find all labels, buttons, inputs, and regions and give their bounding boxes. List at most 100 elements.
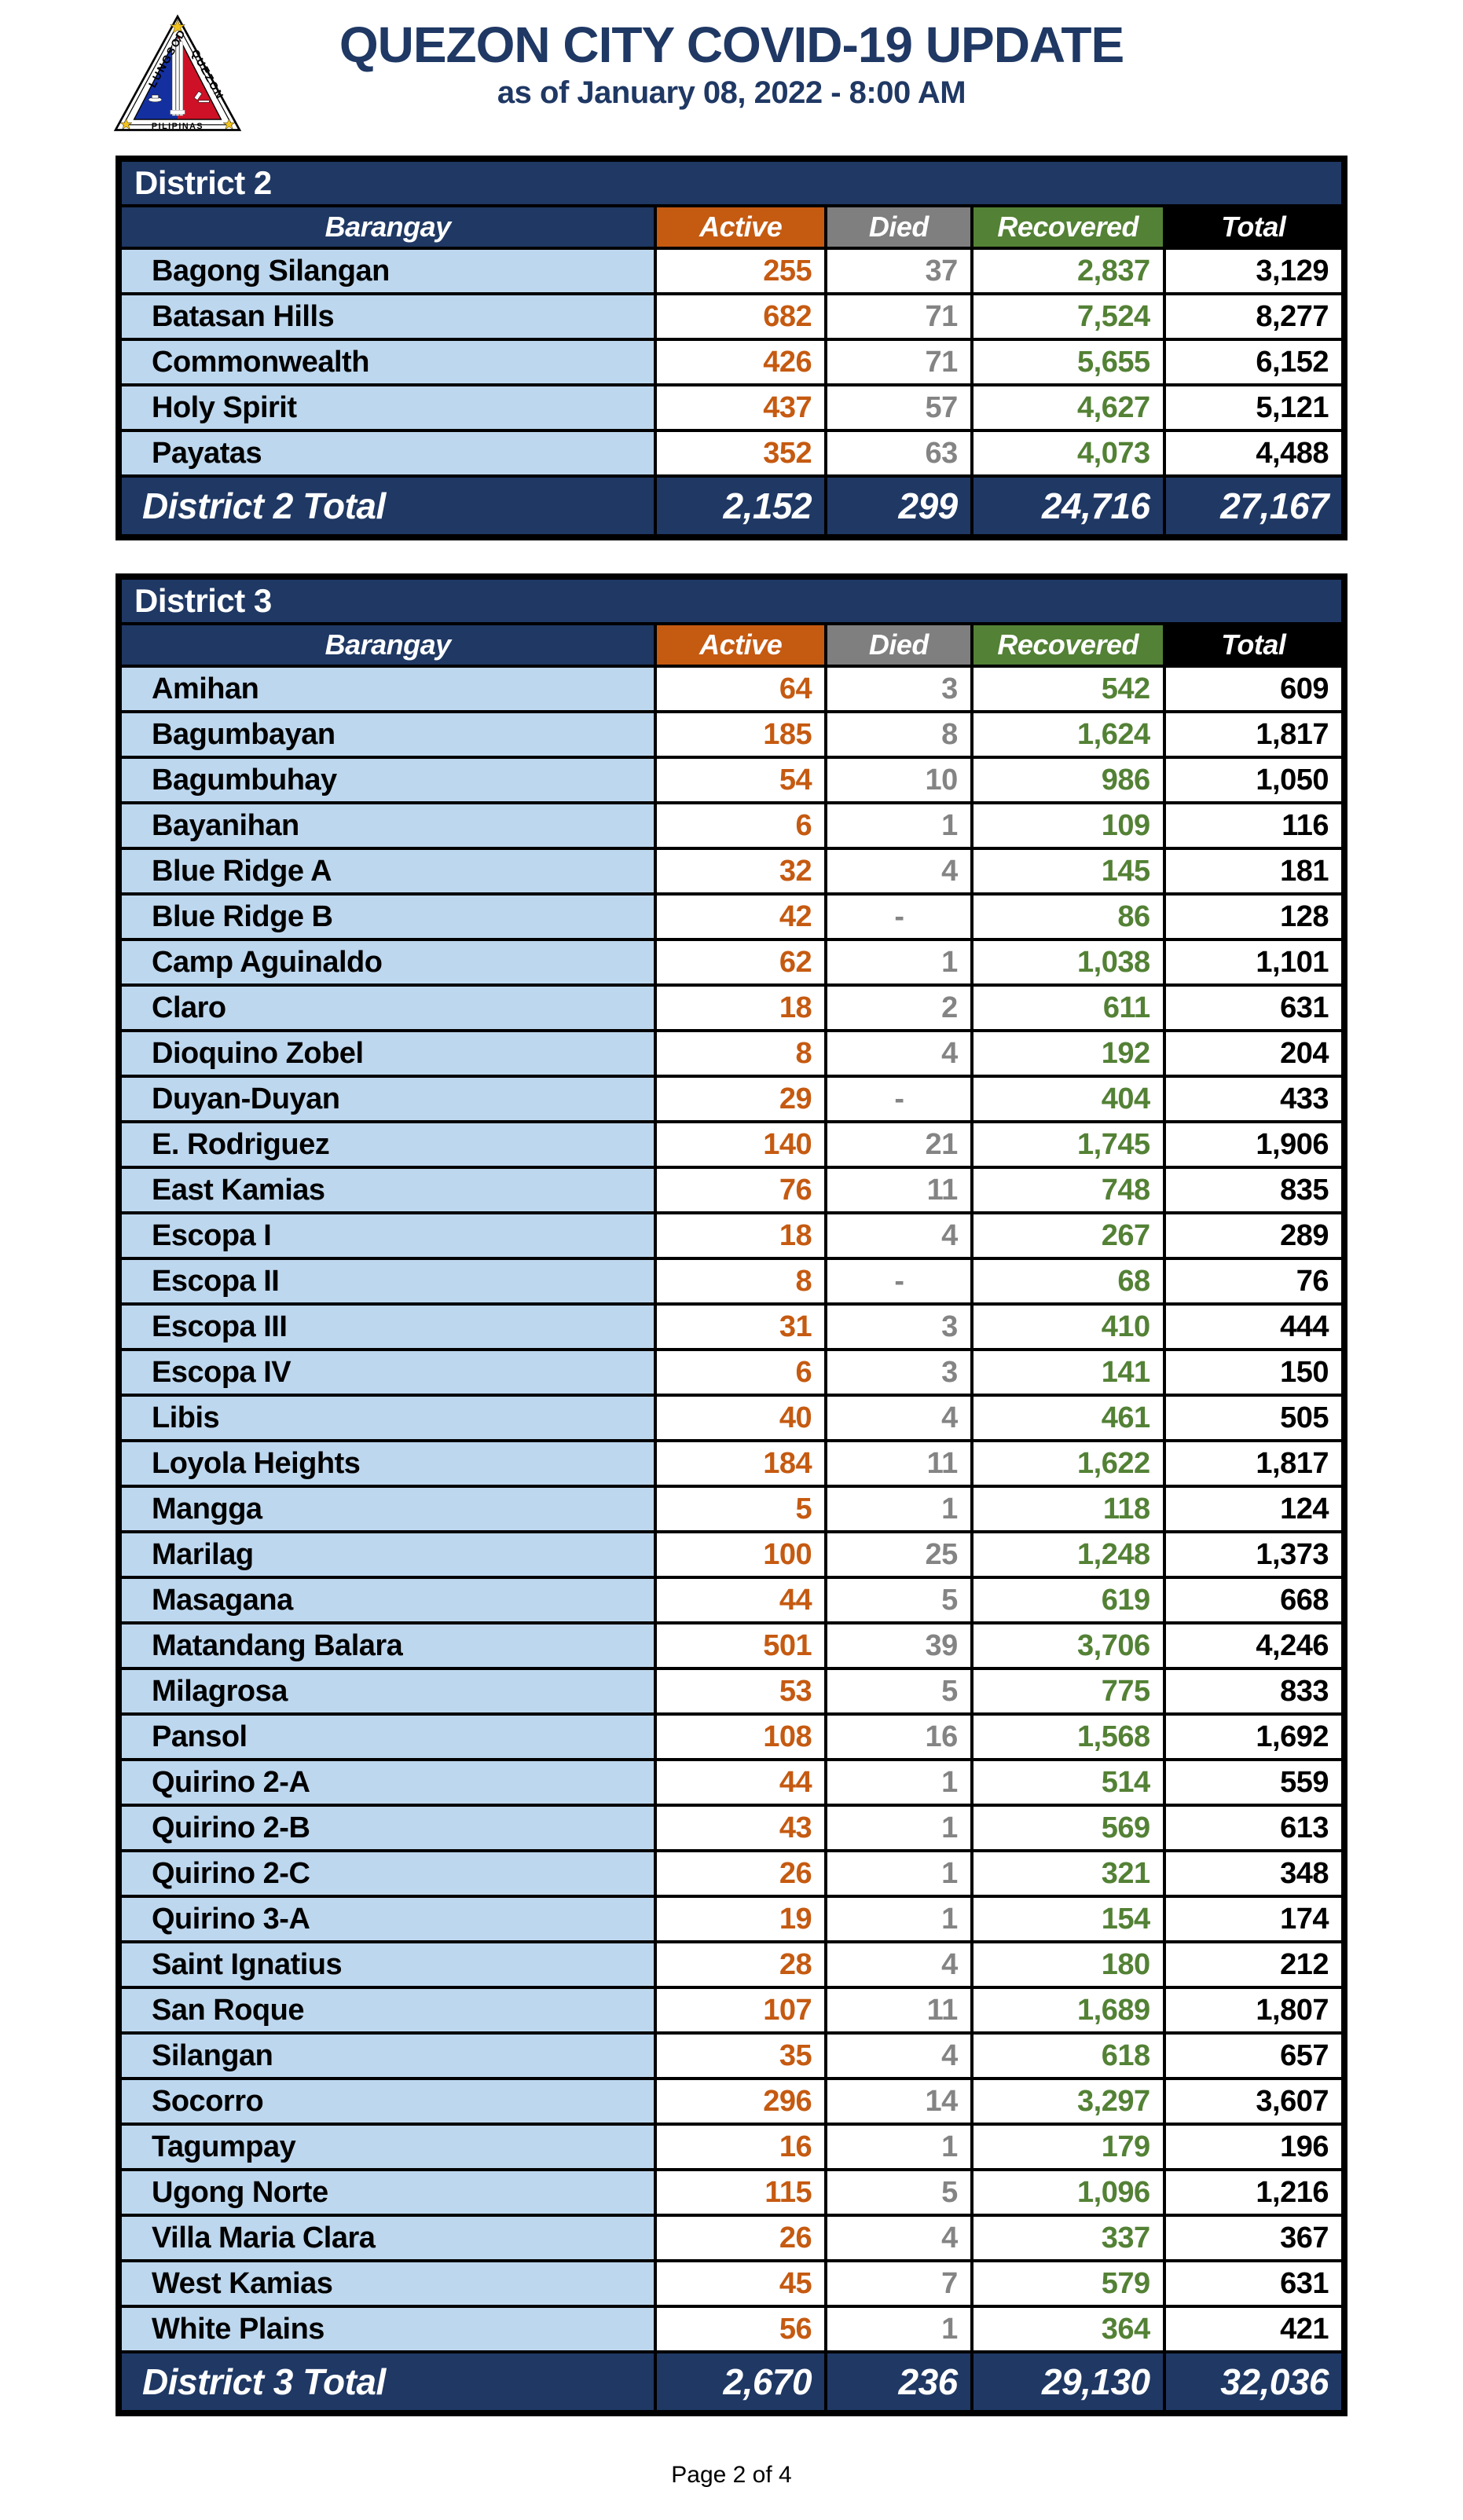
recovered-cell: 118 <box>970 1485 1166 1533</box>
recovered-cell: 321 <box>970 1849 1166 1898</box>
barangay-cell: Amihan <box>116 665 658 713</box>
recovered-cell: 364 <box>970 2305 1166 2353</box>
table-row: East Kamias 76 11 748 835 <box>116 1166 1347 1214</box>
active-cell: 26 <box>654 1849 828 1898</box>
barangay-cell: White Plains <box>116 2305 658 2353</box>
total-cell: 6,152 <box>1162 338 1347 386</box>
table-row: Villa Maria Clara 26 4 337 367 <box>116 2214 1347 2262</box>
table-row: Camp Aguinaldo 62 1 1,038 1,101 <box>116 938 1347 987</box>
table-row: White Plains 56 1 364 421 <box>116 2305 1347 2353</box>
table-row: Silangan 35 4 618 657 <box>116 2031 1347 2080</box>
active-cell: 296 <box>654 2077 828 2126</box>
total-cell: 833 <box>1162 1667 1347 1716</box>
table-row: E. Rodriguez 140 21 1,745 1,906 <box>116 1120 1347 1169</box>
total-cell: 444 <box>1162 1302 1347 1351</box>
active-cell: 100 <box>654 1530 828 1579</box>
total-cell: 1,692 <box>1162 1712 1347 1761</box>
table-row: Quirino 2-C 26 1 321 348 <box>116 1849 1347 1898</box>
active-cell: 437 <box>654 383 828 432</box>
total-cell: 348 <box>1162 1849 1347 1898</box>
district2-total-recovered: 24,716 <box>970 474 1166 539</box>
died-cell: 5 <box>824 1667 974 1716</box>
table-row: Payatas 352 63 4,073 4,488 <box>116 429 1347 478</box>
died-cell: 3 <box>824 1348 974 1397</box>
table-row: Marilag 100 25 1,248 1,373 <box>116 1530 1347 1579</box>
died-cell: 37 <box>824 247 974 295</box>
active-cell: 8 <box>654 1029 828 1078</box>
district3-table: District 3 Barangay Active Died Recovere… <box>116 573 1348 2416</box>
total-cell: 631 <box>1162 2259 1347 2308</box>
recovered-cell: 404 <box>970 1075 1166 1123</box>
barangay-cell: Marilag <box>116 1530 658 1579</box>
table-row: Commonwealth 426 71 5,655 6,152 <box>116 338 1347 386</box>
active-cell: 185 <box>654 710 828 759</box>
district3-total-label: District 3 Total <box>116 2350 658 2415</box>
recovered-cell: 619 <box>970 1576 1166 1624</box>
active-cell: 184 <box>654 1439 828 1488</box>
table-row: Pansol 108 16 1,568 1,692 <box>116 1712 1347 1761</box>
column-header-recovered: Recovered <box>970 204 1166 250</box>
page-number: Page 2 of 4 <box>671 2462 792 2488</box>
table-row: Bagong Silangan 255 37 2,837 3,129 <box>116 247 1347 295</box>
recovered-cell: 1,038 <box>970 938 1166 987</box>
table-row: Quirino 2-B 43 1 569 613 <box>116 1804 1347 1852</box>
died-cell: 21 <box>824 1120 974 1169</box>
active-cell: 352 <box>654 429 828 478</box>
table-row: Loyola Heights 184 11 1,622 1,817 <box>116 1439 1347 1488</box>
died-cell: 11 <box>824 1986 974 2035</box>
died-cell: 71 <box>824 292 974 341</box>
active-cell: 26 <box>654 2214 828 2262</box>
died-cell: 57 <box>824 383 974 432</box>
active-cell: 28 <box>654 1940 828 1989</box>
active-cell: 8 <box>654 1257 828 1306</box>
barangay-cell: Pansol <box>116 1712 658 1761</box>
barangay-cell: Milagrosa <box>116 1667 658 1716</box>
table-row: Bagumbuhay 54 10 986 1,050 <box>116 756 1347 804</box>
table-row: Quirino 2-A 44 1 514 559 <box>116 1758 1347 1807</box>
barangay-cell: Socorro <box>116 2077 658 2126</box>
died-cell: 4 <box>824 1029 974 1078</box>
total-cell: 668 <box>1162 1576 1347 1624</box>
total-cell: 1,216 <box>1162 2168 1347 2217</box>
total-cell: 116 <box>1162 801 1347 850</box>
recovered-cell: 154 <box>970 1895 1166 1943</box>
column-header-total: Total <box>1162 622 1347 668</box>
died-cell: 3 <box>824 1302 974 1351</box>
active-cell: 107 <box>654 1986 828 2035</box>
total-cell: 4,246 <box>1162 1621 1347 1670</box>
active-cell: 40 <box>654 1394 828 1442</box>
recovered-cell: 267 <box>970 1211 1166 1260</box>
barangay-cell: Ugong Norte <box>116 2168 658 2217</box>
barangay-cell: Camp Aguinaldo <box>116 938 658 987</box>
total-cell: 1,050 <box>1162 756 1347 804</box>
died-cell: 10 <box>824 756 974 804</box>
died-cell: 3 <box>824 665 974 713</box>
barangay-cell: Bayanihan <box>116 801 658 850</box>
recovered-cell: 1,248 <box>970 1530 1166 1579</box>
recovered-cell: 569 <box>970 1804 1166 1852</box>
document-header: LUNGSOD QUEZON PILIPINAS QUEZON CITY COV… <box>0 0 1463 156</box>
died-cell: 1 <box>824 1485 974 1533</box>
total-cell: 3,129 <box>1162 247 1347 295</box>
active-cell: 42 <box>654 892 828 941</box>
table-row: Batasan Hills 682 71 7,524 8,277 <box>116 292 1347 341</box>
barangay-cell: Escopa II <box>116 1257 658 1306</box>
total-cell: 8,277 <box>1162 292 1347 341</box>
died-cell: 4 <box>824 2214 974 2262</box>
active-cell: 45 <box>654 2259 828 2308</box>
died-cell: 1 <box>824 1849 974 1898</box>
recovered-cell: 68 <box>970 1257 1166 1306</box>
barangay-cell: Blue Ridge B <box>116 892 658 941</box>
total-cell: 289 <box>1162 1211 1347 1260</box>
barangay-cell: Commonwealth <box>116 338 658 386</box>
died-cell: - <box>824 1075 974 1123</box>
recovered-cell: 775 <box>970 1667 1166 1716</box>
total-cell: 128 <box>1162 892 1347 941</box>
barangay-cell: Quirino 2-C <box>116 1849 658 1898</box>
died-cell: 16 <box>824 1712 974 1761</box>
table-row: Socorro 296 14 3,297 3,607 <box>116 2077 1347 2126</box>
table-row: Dioquino Zobel 8 4 192 204 <box>116 1029 1347 1078</box>
died-cell: 1 <box>824 1895 974 1943</box>
died-cell: 1 <box>824 1758 974 1807</box>
died-cell: 63 <box>824 429 974 478</box>
